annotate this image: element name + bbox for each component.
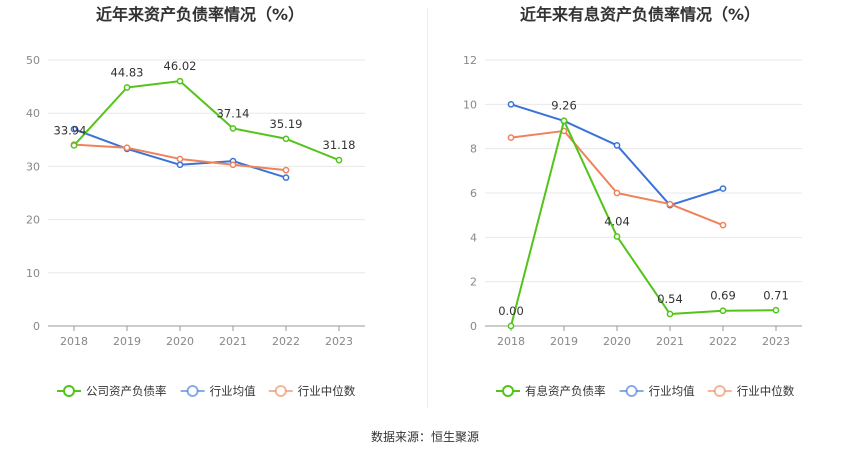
- data-point: [70, 125, 78, 133]
- data-point: [719, 185, 727, 192]
- data-point: [666, 310, 674, 318]
- y-tick-label: 8: [470, 143, 477, 156]
- data-point: [613, 141, 621, 149]
- y-tick-label: 10: [463, 98, 477, 111]
- y-tick-label: 0: [470, 320, 477, 333]
- data-point: [229, 161, 237, 169]
- data-point: [335, 156, 343, 164]
- legend-marker: [274, 385, 287, 397]
- series-line: [510, 119, 777, 327]
- data-label: 0.54: [657, 292, 683, 306]
- data-point: [772, 306, 780, 314]
- data-point: [560, 117, 568, 125]
- data-label: 44.83: [111, 66, 144, 80]
- x-tick-label: 2022: [709, 335, 737, 348]
- legend-label: 行业中位数: [737, 384, 795, 398]
- data-point: [507, 322, 515, 330]
- y-tick-label: 6: [470, 187, 477, 200]
- data-label: 0.69: [710, 289, 736, 303]
- x-tick-label: 2022: [272, 335, 300, 348]
- x-tick-label: 2020: [603, 335, 631, 348]
- data-point: [282, 135, 290, 143]
- data-point: [123, 84, 131, 91]
- data-point: [123, 144, 131, 152]
- data-label: 37.14: [217, 106, 250, 120]
- data-label: 0.71: [763, 288, 789, 302]
- data-point: [176, 161, 184, 169]
- legend-marker: [502, 385, 514, 397]
- x-tick-label: 2023: [762, 335, 790, 348]
- legend-marker: [625, 385, 638, 397]
- y-tick-label: 2: [470, 276, 477, 289]
- data-label: 4.04: [604, 214, 630, 228]
- series-line: [73, 128, 287, 179]
- legend-label: 有息资产负债率: [525, 384, 606, 398]
- x-tick-label: 2021: [219, 335, 247, 348]
- data-label: 9.26: [551, 99, 577, 113]
- chart-divider: [427, 8, 428, 408]
- data-point: [176, 155, 184, 163]
- data-point: [176, 77, 184, 85]
- y-tick-label: 4: [470, 231, 477, 244]
- data-point: [282, 174, 290, 181]
- legend-marker: [186, 385, 199, 397]
- debt-ratio-chart: 近年来资产负债率情况（%） 0 10 20 30 40 50 2018 2019 2020 2021…: [26, 5, 365, 398]
- y-tick-label: 40: [26, 107, 40, 120]
- data-point: [719, 307, 727, 315]
- y-tick-label: 20: [26, 214, 40, 227]
- data-label: 33.94: [54, 123, 87, 137]
- legend-marker: [63, 385, 75, 397]
- y-tick-label: 12: [463, 54, 477, 67]
- legend-label: 行业均值: [210, 384, 256, 398]
- data-point: [229, 125, 237, 132]
- legend-marker: [713, 385, 726, 397]
- x-tick-label: 2018: [497, 335, 525, 348]
- x-tick-label: 2019: [550, 335, 578, 348]
- data-source: 数据来源：恒生聚源: [0, 428, 850, 445]
- x-tick-label: 2021: [656, 335, 684, 348]
- data-point: [719, 221, 727, 229]
- data-label: 46.02: [164, 59, 197, 73]
- y-tick-label: 30: [26, 160, 40, 173]
- data-label: 35.19: [270, 117, 303, 131]
- interest-bearing-debt-ratio-chart: 近年来有息资产负债率情况（%） 0 2 4 6 8 10 12 2018 2019 2020 2021…: [463, 5, 802, 398]
- x-tick-label: 2020: [166, 335, 194, 348]
- data-point: [613, 233, 621, 240]
- y-tick-label: 10: [26, 267, 40, 280]
- data-label: 31.18: [323, 138, 356, 152]
- chart-title: 近年来有息资产负债率情况（%）: [520, 5, 760, 24]
- legend-label: 行业均值: [649, 384, 695, 398]
- data-point: [70, 142, 78, 149]
- chart-title: 近年来资产负债率情况（%）: [96, 5, 304, 24]
- data-point: [613, 189, 621, 197]
- data-point: [507, 100, 515, 108]
- data-point: [507, 134, 515, 141]
- x-tick-label: 2023: [325, 335, 353, 348]
- data-label: 0.00: [498, 304, 524, 318]
- legend-label: 行业中位数: [298, 384, 356, 398]
- x-tick-label: 2018: [60, 335, 88, 348]
- x-tick-label: 2019: [113, 335, 141, 348]
- y-tick-label: 0: [33, 320, 40, 333]
- data-point: [666, 200, 674, 208]
- source-name: 恒生聚源: [431, 430, 480, 444]
- series-line: [73, 80, 340, 162]
- legend-label: 公司资产负债率: [86, 384, 167, 398]
- data-point: [282, 166, 290, 174]
- y-tick-label: 50: [26, 54, 40, 67]
- source-label: 数据来源：: [370, 430, 431, 444]
